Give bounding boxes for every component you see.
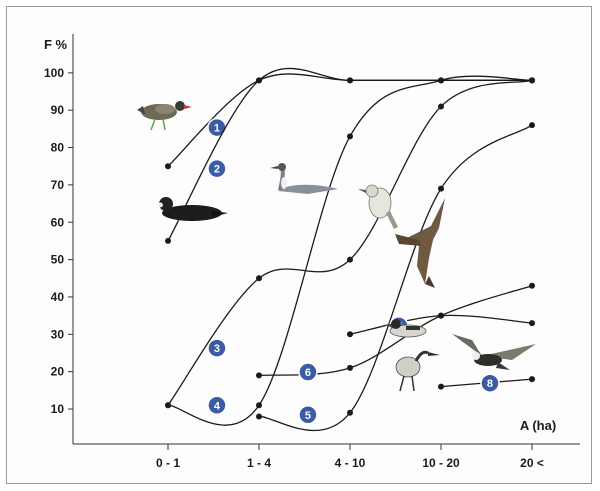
series-8-point	[438, 383, 444, 390]
series-4-point	[529, 77, 535, 84]
series-4-point	[165, 402, 171, 409]
y-tick-label: 50	[51, 253, 65, 267]
series-8-badge-label: 8	[487, 378, 493, 390]
series-4-badge: 4	[207, 395, 227, 416]
series-7-point	[529, 320, 535, 327]
series-5-badge: 5	[298, 405, 318, 425]
kite-icon	[395, 198, 445, 288]
y-tick-label: 70	[51, 178, 65, 192]
grebe-icon	[270, 163, 338, 194]
moorhen-icon	[137, 101, 192, 131]
series-3-badge-label: 3	[214, 343, 220, 355]
series-6-badge-label: 6	[305, 367, 311, 379]
y-tick-label: 10	[51, 402, 65, 416]
y-axis-label: F %	[44, 37, 68, 52]
series-1-badge: 1	[207, 117, 227, 138]
series-4-line	[167, 75, 533, 426]
series-5-line	[258, 124, 533, 432]
series-6-point	[256, 372, 262, 379]
eagle-icon	[452, 334, 536, 370]
series-7-point	[347, 331, 353, 338]
y-tick-label: 40	[51, 290, 65, 304]
x-tick-label: 10 - 20	[422, 456, 460, 470]
series-3-point	[438, 103, 444, 110]
duck-icon	[384, 319, 427, 338]
series-5-badge-label: 5	[305, 410, 311, 422]
series-4-point	[438, 77, 444, 84]
series-7-point	[438, 312, 444, 319]
series-2-line	[167, 67, 532, 242]
series-4-badge-label: 4	[214, 400, 221, 412]
series-2-badge: 2	[207, 158, 227, 179]
series-8-point	[529, 376, 535, 383]
y-tick-label: 60	[51, 215, 65, 229]
y-tick-label: 30	[51, 327, 65, 341]
series-4-point	[347, 133, 353, 140]
series-6-point	[529, 282, 535, 289]
series-3-point	[256, 275, 262, 282]
y-tick-label: 90	[51, 103, 65, 117]
y-tick-label: 100	[44, 66, 64, 80]
y-ticks: 10 20 30 40 50 60 70 80 90 100	[44, 66, 73, 416]
series-5-point	[529, 122, 535, 129]
x-tick-label: 0 - 1	[156, 456, 180, 470]
series-lines: 12345678	[165, 67, 535, 432]
series-8-badge: 8	[480, 373, 500, 393]
series-5-point	[256, 413, 262, 420]
warbler-icon	[358, 184, 398, 229]
x-axis-label: A (ha)	[520, 418, 556, 433]
series-3-point	[347, 256, 353, 263]
series-6-point	[347, 364, 353, 371]
x-tick-label: 20 <	[520, 456, 544, 470]
series-5-point	[438, 185, 444, 192]
series-2-point	[347, 77, 353, 84]
series-1-point	[165, 163, 171, 170]
x-tick-label: 1 - 4	[247, 456, 271, 470]
series-6-badge: 6	[298, 362, 318, 382]
series-5-point	[347, 409, 353, 416]
figure-frame	[6, 6, 592, 484]
heron-icon	[395, 350, 440, 392]
y-tick-label: 80	[51, 141, 65, 155]
series-2-point	[165, 237, 171, 244]
x-tick-label: 4 - 10	[335, 456, 366, 470]
series-2-badge-label: 2	[214, 164, 220, 176]
series-3-badge: 3	[207, 338, 227, 358]
series-1-badge-label: 1	[214, 123, 220, 135]
series-4-point	[256, 402, 262, 409]
series-2-point	[256, 77, 262, 84]
coot-icon	[157, 197, 228, 221]
y-tick-label: 20	[51, 365, 65, 379]
x-ticks: 0 - 1 1 - 4 4 - 10 10 - 20 20 <	[156, 444, 544, 470]
